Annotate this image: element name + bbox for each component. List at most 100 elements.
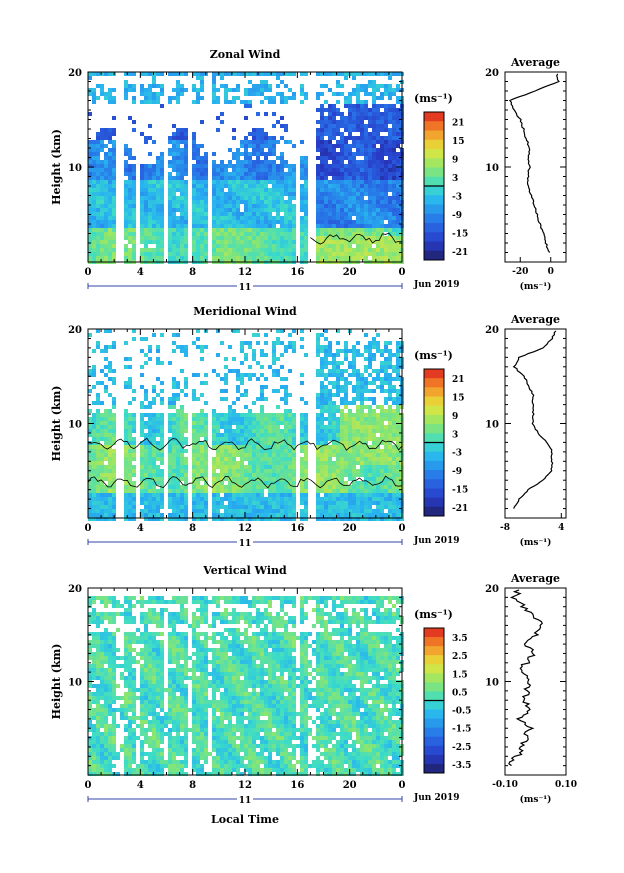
- chart-panel-2: Meridional Wind 10 20 Height (km) 0 4 8 12 16 20 0…: [50, 305, 567, 549]
- colorbar-label: 15: [452, 137, 465, 147]
- colorbar-segment: [424, 488, 444, 499]
- contour-line: [87, 437, 403, 451]
- colorbar-segment: [424, 232, 444, 242]
- colorbar-segment: [424, 637, 444, 647]
- x-tick-label: 12: [238, 267, 252, 278]
- heatmap-cells: [88, 72, 404, 264]
- colorbar-segment: [424, 121, 444, 131]
- colorbar-label: 1.5: [452, 670, 468, 680]
- average-x-tick-label: -8: [500, 523, 510, 533]
- x-tick-label: 20: [343, 267, 357, 278]
- average-x-tick-label: 0.10: [555, 780, 577, 790]
- x-tick-label: 8: [189, 523, 196, 534]
- colorbar-segment: [424, 754, 444, 765]
- day-label-bg: [237, 281, 253, 291]
- average-y-tick-label: 10: [485, 163, 499, 174]
- colorbar-segment: [424, 664, 444, 674]
- colorbar-label: 0.5: [452, 688, 468, 698]
- contour-line: [310, 232, 403, 245]
- y-axis-label: Height (km): [50, 129, 63, 205]
- date-label: Jun 2019: [413, 793, 460, 803]
- date-label: Jun 2019: [413, 280, 460, 290]
- colorbar-segment: [424, 718, 444, 729]
- colorbar-segment: [424, 745, 444, 756]
- average-y-tick-label: 20: [485, 325, 499, 336]
- colorbar-segment: [424, 167, 444, 178]
- average-profile-line: [508, 589, 543, 767]
- day-label: 11: [239, 796, 252, 806]
- x-tick-label: 0: [85, 780, 92, 791]
- average-frame: [504, 328, 567, 519]
- average-profile-line: [508, 73, 560, 253]
- panel-title: Meridional Wind: [193, 305, 297, 318]
- day-label: 11: [239, 283, 252, 293]
- colorbar-label: 9: [452, 412, 458, 422]
- day-label-bg: [237, 537, 253, 547]
- colorbar-label: 21: [452, 118, 465, 128]
- average-profile-line: [512, 330, 557, 509]
- y-axis-label: Height (km): [50, 386, 63, 462]
- colorbar-segment: [424, 241, 444, 252]
- colorbar-label: 15: [452, 394, 465, 404]
- contour-line: [87, 475, 403, 489]
- colorbar-segment: [424, 223, 444, 233]
- colorbar-label: -15: [452, 229, 468, 239]
- y-tick-label: 20: [68, 325, 82, 336]
- colorbar-segment: [424, 682, 444, 692]
- colorbar-segment: [424, 673, 444, 683]
- average-y-tick-label: 10: [485, 420, 499, 431]
- x-tick-label: 12: [238, 780, 252, 791]
- x-tick-label: 0: [85, 523, 92, 534]
- y-tick-label: 10: [68, 163, 82, 174]
- colorbar-segment: [424, 213, 444, 224]
- day-label-bg: [237, 794, 253, 804]
- colorbar-label: -3: [452, 192, 462, 202]
- colorbar-segment: [424, 691, 444, 701]
- x-tick-label: 8: [189, 267, 196, 278]
- colorbar-segment: [424, 387, 444, 398]
- y-tick-label: 10: [68, 678, 82, 689]
- colorbar-segment: [424, 158, 444, 168]
- colorbar-segment: [424, 195, 444, 205]
- colorbar-unit: (ms⁻¹): [414, 92, 453, 105]
- average-x-tick-label: -20: [512, 267, 528, 277]
- y-tick-label: 20: [68, 68, 82, 79]
- colorbar-label: -3.5: [452, 761, 471, 771]
- average-frame: [504, 71, 567, 263]
- colorbar-segment: [424, 414, 444, 425]
- average-x-tick-label: 0: [548, 267, 554, 277]
- colorbar-label: 3: [452, 174, 458, 184]
- colorbar-segment: [424, 405, 444, 416]
- colorbar-segment: [424, 646, 444, 656]
- colorbar-unit: (ms⁻¹): [414, 349, 453, 362]
- colorbar-segment: [424, 628, 444, 638]
- colorbar-segment: [424, 250, 444, 261]
- x-tick-label: 4: [137, 523, 144, 534]
- average-unit: (ms⁻¹): [520, 537, 552, 548]
- x-tick-label: 20: [343, 780, 357, 791]
- colorbar-label: 3: [452, 430, 458, 440]
- colorbar-segment: [424, 378, 444, 388]
- y-tick-label: 10: [68, 420, 82, 431]
- colorbar-segment: [424, 369, 444, 379]
- x-tick-label: 4: [137, 780, 144, 791]
- colorbar-segment: [424, 112, 444, 122]
- colorbar-segment: [424, 460, 444, 471]
- average-unit: (ms⁻¹): [520, 281, 552, 292]
- colorbar-segment: [424, 700, 444, 711]
- colorbar-segment: [424, 186, 444, 196]
- colorbar-label: -9: [452, 211, 462, 221]
- colorbar-unit: (ms⁻¹): [414, 608, 453, 621]
- colorbar-label: -15: [452, 485, 468, 495]
- chart-panel-3: Vertical Wind 10 20 Height (km) 0 4 8 12 16 20 0 11…: [50, 564, 577, 806]
- date-label: Jun 2019: [413, 536, 460, 546]
- x-tick-label: 16: [290, 523, 304, 534]
- x-tick-label: 8: [189, 780, 196, 791]
- colorbar-segment: [424, 655, 444, 665]
- heatmap-cells: [88, 329, 404, 521]
- average-title: Average: [510, 572, 560, 585]
- colorbar-label: -21: [452, 248, 468, 258]
- average-frame: [504, 587, 567, 776]
- panel-title: Vertical Wind: [202, 564, 287, 577]
